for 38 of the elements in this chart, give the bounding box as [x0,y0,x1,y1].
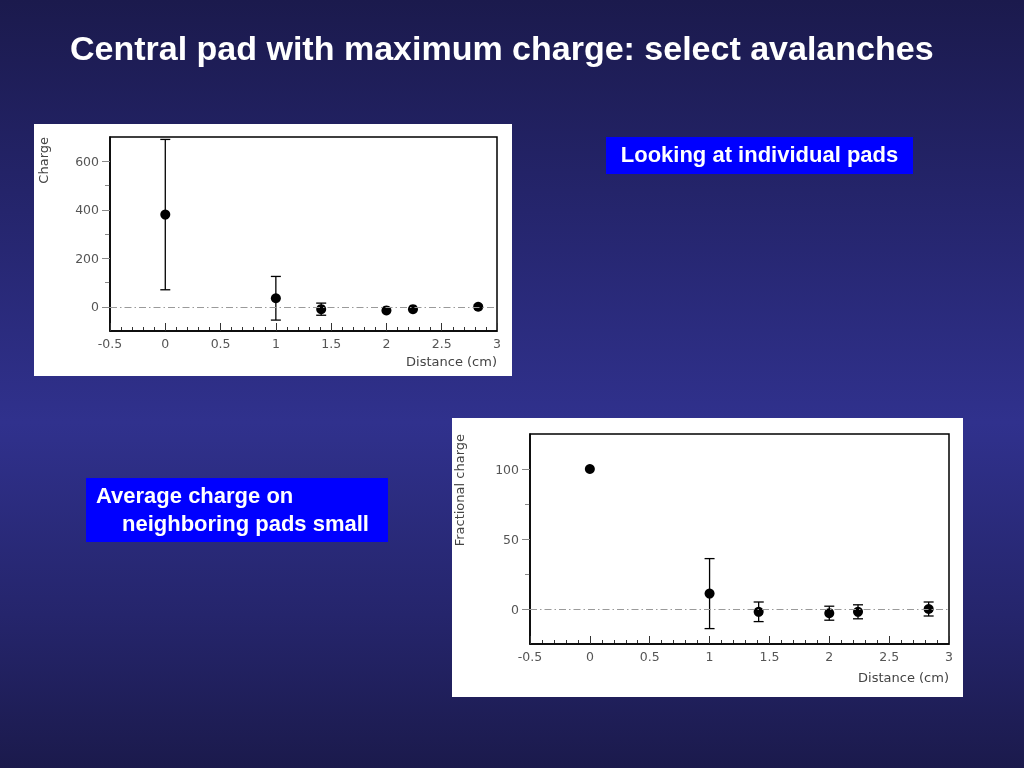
x-axis-title: Distance (cm) [858,670,949,685]
text: Average charge on neighboring pads small [86,478,388,542]
x-tick-label: -0.5 [517,649,543,664]
x-axis-title: Distance (cm) [406,354,497,369]
point [704,588,715,599]
x-tick-label: 2.5 [879,649,900,664]
x-tick-label: 1.5 [759,649,780,664]
point [270,293,281,304]
x-tick-label: 1 [705,649,714,664]
y-axis-title: Fractional charge [452,434,467,547]
x-tick-label: 3 [945,649,953,664]
y-tick-label: 50 [503,531,520,547]
x-tick-label: 1.5 [321,336,342,351]
y-tick-label: 400 [75,202,100,218]
point [584,464,595,474]
x-tick-label: 3 [493,336,501,351]
y-tick-label: 600 [75,153,100,169]
text: Looking at individual pads [606,137,913,174]
x-tick-label: 2.5 [431,336,452,351]
x-tick-label: 1 [271,336,280,351]
y-tick-label: 0 [91,299,100,315]
x-tick-label: 0.5 [639,649,660,664]
point [473,301,484,312]
y-axis-title: Charge [36,137,51,184]
x-tick-label: 2 [825,649,834,664]
y-tick-label: 0 [511,601,520,617]
point [407,304,418,315]
x-tick-label: -0.5 [97,336,123,351]
point [160,209,171,220]
x-tick-label: 0 [585,649,594,664]
x-tick-label: 0.5 [210,336,231,351]
point [381,305,392,316]
x-tick-label: 0 [161,336,170,351]
chart-title: Central pad with maximum charge: select avalanches [70,29,934,67]
x-tick-label: 2 [382,336,391,351]
y-tick-label: 200 [75,250,100,266]
point [753,606,764,617]
y-tick-label: 100 [495,461,520,477]
